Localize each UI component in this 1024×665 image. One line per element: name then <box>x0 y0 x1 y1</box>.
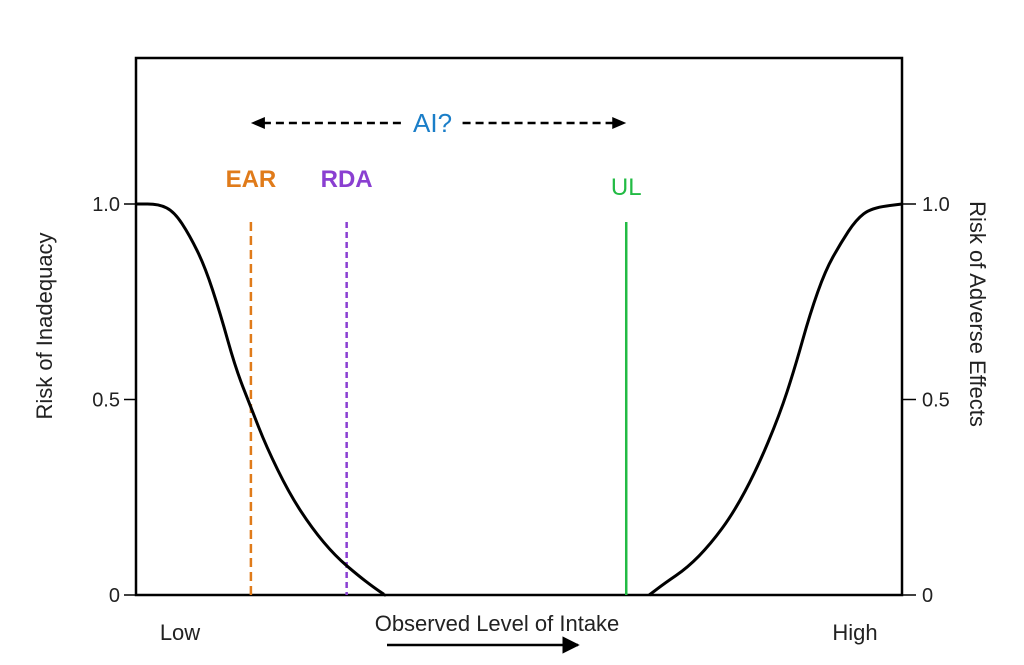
ul-label: UL <box>611 174 642 201</box>
left-tick-label-0: 0 <box>109 585 120 607</box>
right-tick-label-1: 0.5 <box>922 390 950 412</box>
right-axis-title: Risk of Adverse Effects <box>965 201 990 427</box>
x-label-high: High <box>832 620 877 645</box>
left-axis-ticks: 0 0.5 1.0 <box>92 194 136 607</box>
right-axis-ticks: 0 0.5 1.0 <box>902 194 950 607</box>
right-tick-label-2: 1.0 <box>922 194 950 216</box>
plot-frame <box>134 56 904 597</box>
ear-label: EAR <box>226 166 277 193</box>
x-label-low: Low <box>160 620 200 645</box>
reference-lines: EAR RDA UL <box>226 166 642 595</box>
ai-arrowhead-right <box>612 117 627 129</box>
curve-risk-of-inadequacy <box>136 202 386 597</box>
ai-arrowhead-left <box>250 117 265 129</box>
curves <box>136 202 903 597</box>
ai-label: AI? <box>413 108 452 138</box>
left-axis-title: Risk of Inadequacy <box>32 232 57 419</box>
curve-risk-of-adverse-effects <box>648 202 903 597</box>
right-tick-label-0: 0 <box>922 585 933 607</box>
left-tick-label-1: 0.5 <box>92 390 120 412</box>
x-axis-title: Observed Level of Intake <box>375 611 620 636</box>
ai-annotation: AI? <box>250 108 627 138</box>
left-tick-label-2: 1.0 <box>92 194 120 216</box>
rda-label: RDA <box>321 166 373 193</box>
